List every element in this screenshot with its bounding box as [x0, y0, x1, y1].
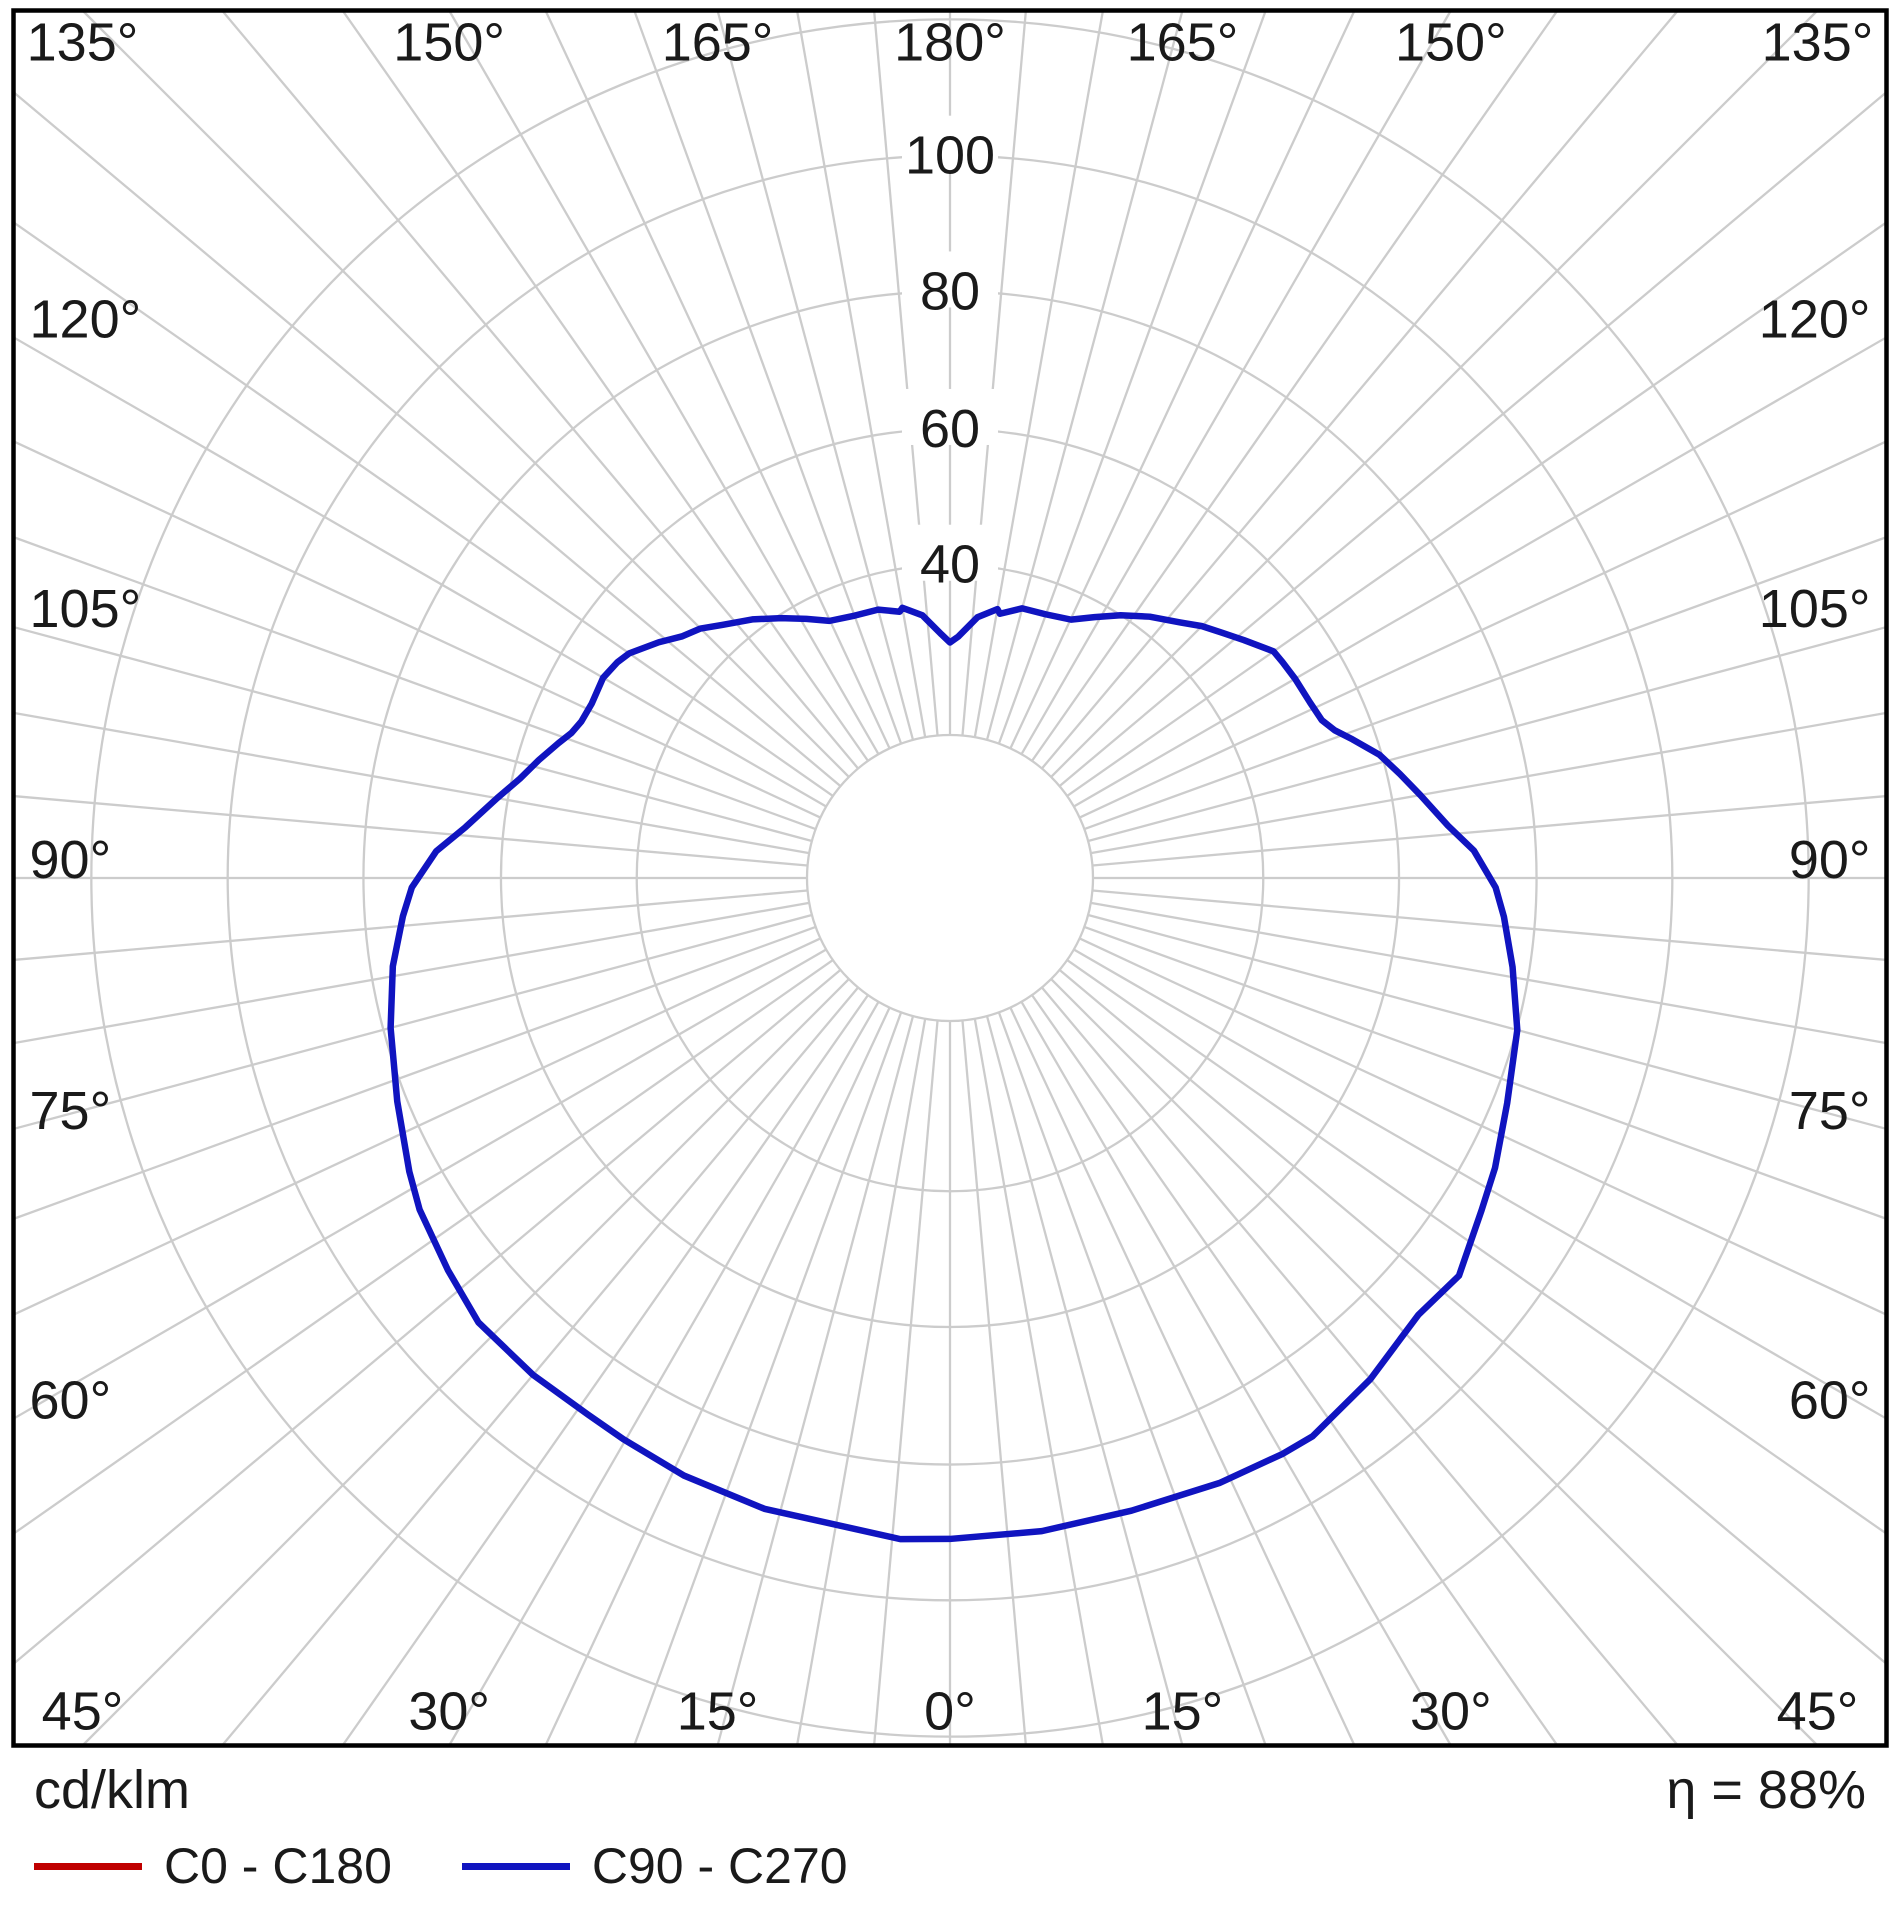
svg-text:90°: 90° — [30, 830, 112, 890]
svg-text:150°: 150° — [393, 13, 505, 73]
svg-text:150°: 150° — [1395, 13, 1507, 73]
svg-text:60°: 60° — [30, 1371, 112, 1431]
svg-text:135°: 135° — [1762, 13, 1874, 73]
svg-text:15°: 15° — [1142, 1682, 1224, 1742]
svg-text:0°: 0° — [924, 1682, 976, 1742]
svg-text:90°: 90° — [1789, 830, 1871, 890]
svg-text:60: 60 — [920, 399, 980, 459]
svg-text:60°: 60° — [1789, 1371, 1871, 1431]
svg-text:30°: 30° — [1410, 1682, 1492, 1742]
svg-text:30°: 30° — [408, 1682, 490, 1742]
svg-text:135°: 135° — [27, 13, 139, 73]
svg-text:15°: 15° — [677, 1682, 759, 1742]
svg-text:40: 40 — [920, 535, 980, 595]
svg-text:105°: 105° — [1759, 579, 1871, 639]
svg-text:75°: 75° — [30, 1081, 112, 1141]
svg-text:165°: 165° — [662, 13, 774, 73]
svg-text:100: 100 — [905, 126, 995, 186]
svg-text:80: 80 — [920, 261, 980, 321]
svg-text:75°: 75° — [1789, 1081, 1871, 1141]
svg-text:120°: 120° — [1759, 289, 1871, 349]
svg-text:45°: 45° — [42, 1682, 124, 1742]
svg-text:45°: 45° — [1777, 1682, 1859, 1742]
svg-text:105°: 105° — [30, 579, 142, 639]
svg-text:165°: 165° — [1127, 13, 1239, 73]
svg-text:180°: 180° — [894, 13, 1006, 73]
svg-text:120°: 120° — [30, 289, 142, 349]
